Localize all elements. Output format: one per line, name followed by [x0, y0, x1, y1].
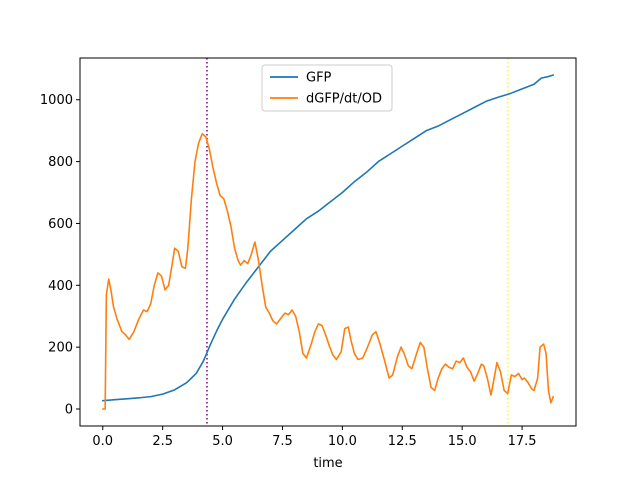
- axes-frame: [79, 57, 577, 427]
- y-tick-label: 0: [65, 402, 73, 417]
- y-axis-ticks: 0 200 400 600 800 1000: [40, 93, 80, 417]
- legend-label: GFP: [306, 71, 332, 86]
- legend-label: dGFP/dt/OD: [306, 92, 382, 107]
- x-tick-label: 7.5: [272, 434, 293, 449]
- x-axis-label: time: [313, 456, 342, 471]
- vertical-reference-lines: [206, 58, 509, 426]
- x-tick-label: 15.0: [448, 434, 477, 449]
- x-tick-label: 10.0: [328, 434, 357, 449]
- series-line-dgfp-dt-od: [101, 132, 555, 410]
- series-line-gfp: [101, 74, 555, 402]
- x-tick-label: 2.5: [152, 434, 173, 449]
- legend: GFP dGFP/dt/OD: [261, 64, 393, 112]
- y-tick-label: 200: [48, 341, 73, 356]
- x-tick-label: 5.0: [212, 434, 233, 449]
- x-tick-label: 0.0: [92, 434, 113, 449]
- x-tick-label: 17.5: [508, 434, 537, 449]
- y-tick-label: 400: [48, 279, 73, 294]
- x-tick-label: 12.5: [388, 434, 417, 449]
- y-tick-label: 1000: [40, 93, 73, 108]
- x-axis-ticks: 0.0 2.5 5.0 7.5 10.0 12.5 15.0 17.5: [92, 426, 537, 449]
- y-tick-label: 800: [48, 155, 73, 170]
- y-tick-label: 600: [48, 217, 73, 232]
- series-layer: [101, 74, 555, 410]
